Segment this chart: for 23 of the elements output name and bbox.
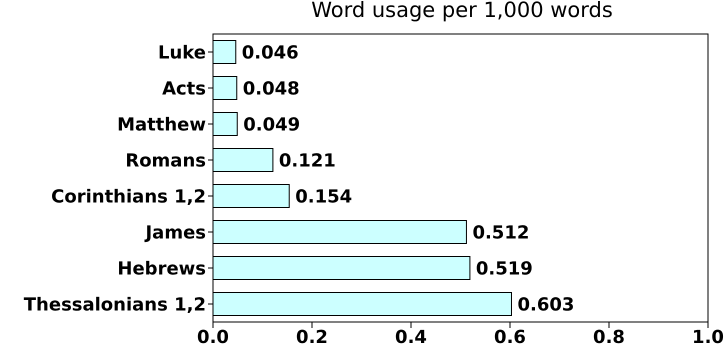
text: 0.4 [395, 326, 427, 348]
data-label: 0.519 [476, 258, 533, 280]
data-label: 0.048 [242, 78, 300, 100]
y-tick-label: James [143, 222, 206, 244]
y-tick-label: Luke [158, 42, 206, 64]
data-label: 0.049 [243, 114, 300, 136]
chart-title: Word usage per 1,000 words [310, 0, 614, 22]
text: 0.8 [593, 326, 625, 348]
text: 0.6 [494, 326, 526, 348]
data-label: 0.603 [517, 294, 574, 316]
y-tick-label: Romans [125, 150, 206, 172]
y-tick-label: Thessalonians 1,2 [24, 294, 206, 316]
data-label: 0.046 [242, 42, 299, 64]
text: 0.2 [296, 326, 328, 348]
y-tick-label: Matthew [117, 114, 206, 136]
data-label: 0.154 [295, 186, 352, 208]
data-label: 0.121 [278, 150, 336, 172]
y-tick-label: Acts [162, 78, 206, 100]
data-label: 0.512 [472, 222, 530, 244]
text: 1.0 [692, 326, 724, 348]
text: 0.0 [197, 326, 229, 348]
y-tick-label: Hebrews [117, 258, 206, 280]
y-tick-label: Corinthians 1,2 [51, 186, 206, 208]
